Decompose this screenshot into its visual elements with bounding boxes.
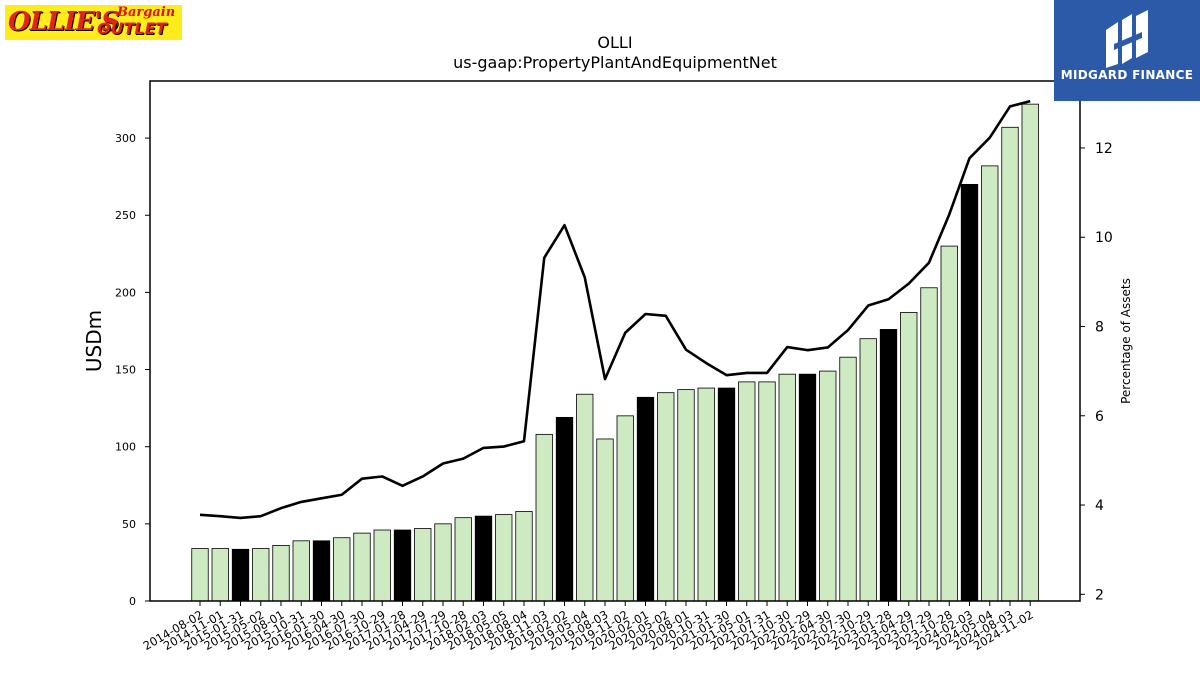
bar [839,356,857,602]
bar [859,338,877,602]
bar [495,514,513,602]
axes-group: 050100150200250300246810122014-08-022014… [115,80,1113,653]
bar [252,548,270,602]
bar [333,537,351,602]
bar [393,529,412,602]
bar [900,312,918,602]
bar [657,392,675,602]
y-axis-label: USDm [82,310,106,372]
ollies-logo-bargain: Bargain [117,5,176,20]
bar [414,528,432,602]
bar [636,396,655,602]
bar [231,548,250,602]
y-tick-label: 250 [115,209,136,222]
y-tick-label: 150 [115,364,136,377]
bar [981,165,999,602]
y2-tick-label: 8 [1095,319,1104,335]
plot-frame [149,80,1081,602]
bar [454,517,472,602]
line-group [199,99,1031,520]
ollies-logo: OLLIE'S Bargain OUTLET [5,5,182,40]
ollies-logo-text: OLLIE'S [8,7,120,37]
y2-tick-label: 12 [1095,141,1113,157]
bar [596,438,614,602]
bar [819,370,837,602]
y-tick-label: 300 [115,132,136,145]
midgard-finance-name: MIDGARD FINANCE [1060,68,1194,82]
bar [697,387,715,602]
y2-axis-label: Percentage of Assets [1119,278,1133,404]
bar [272,545,290,602]
bar [191,548,209,602]
bar [515,511,533,602]
bar [798,373,817,602]
midgard-finance-logo: MIDGARD FINANCE [1054,0,1200,101]
y-tick-label: 200 [115,286,136,299]
chart-title: OLLI [597,33,632,52]
bar [474,515,493,602]
y-tick-label: 0 [129,595,136,608]
midgard-mark-icon [1106,10,1148,68]
bar [1001,126,1019,602]
y2-tick-label: 2 [1095,587,1104,603]
bar [738,381,756,602]
ollies-logo-outlet: OUTLET [97,19,167,38]
bar [960,183,979,602]
bar [940,245,958,602]
bar [353,532,371,602]
bar [1021,103,1039,602]
bars-group [191,103,1039,602]
bar [535,433,553,602]
bar [555,416,574,602]
bar [778,373,796,602]
bar [616,415,634,602]
bar [920,287,938,602]
bar [576,393,594,602]
y-tick-label: 100 [115,441,136,454]
y-tick-label: 50 [122,518,136,531]
bar [677,389,695,602]
series-line [199,99,1031,520]
bar [434,523,452,602]
bar [211,548,229,602]
chart-subtitle: us-gaap:PropertyPlantAndEquipmentNet [453,53,777,72]
bar [373,529,391,602]
y2-tick-label: 4 [1095,498,1104,514]
bar [292,540,310,602]
bar [717,387,736,602]
y2-tick-label: 6 [1095,409,1104,425]
bar [312,540,331,602]
bar [758,381,776,602]
bar [879,329,898,602]
y2-tick-label: 10 [1095,230,1113,246]
